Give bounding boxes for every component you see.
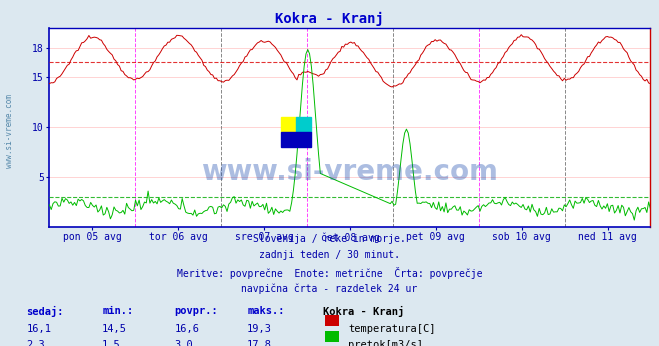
Text: sedaj:: sedaj:: [26, 306, 64, 317]
Text: povpr.:: povpr.:: [175, 306, 218, 316]
Text: Slovenija / reke in morje.: Slovenija / reke in morje.: [253, 234, 406, 244]
Text: navpična črta - razdelek 24 ur: navpična črta - razdelek 24 ur: [241, 283, 418, 294]
Text: temperatura[C]: temperatura[C]: [348, 324, 436, 334]
Text: maks.:: maks.:: [247, 306, 285, 316]
Bar: [281, 132, 311, 147]
Text: Meritve: povprečne  Enote: metrične  Črta: povprečje: Meritve: povprečne Enote: metrične Črta:…: [177, 267, 482, 279]
Text: 1,5: 1,5: [102, 340, 121, 346]
Text: Kokra - Kranj: Kokra - Kranj: [275, 12, 384, 26]
Text: www.si-vreme.com: www.si-vreme.com: [202, 158, 498, 186]
Text: zadnji teden / 30 minut.: zadnji teden / 30 minut.: [259, 250, 400, 260]
Text: 16,1: 16,1: [26, 324, 51, 334]
Text: 2,3: 2,3: [26, 340, 45, 346]
Bar: [281, 117, 296, 132]
Text: 16,6: 16,6: [175, 324, 200, 334]
Text: min.:: min.:: [102, 306, 133, 316]
Text: 17,8: 17,8: [247, 340, 272, 346]
Text: 14,5: 14,5: [102, 324, 127, 334]
Text: 19,3: 19,3: [247, 324, 272, 334]
Bar: [296, 117, 311, 132]
Text: www.si-vreme.com: www.si-vreme.com: [5, 94, 14, 169]
Text: 3,0: 3,0: [175, 340, 193, 346]
Text: pretok[m3/s]: pretok[m3/s]: [348, 340, 423, 346]
Text: Kokra - Kranj: Kokra - Kranj: [323, 306, 404, 317]
